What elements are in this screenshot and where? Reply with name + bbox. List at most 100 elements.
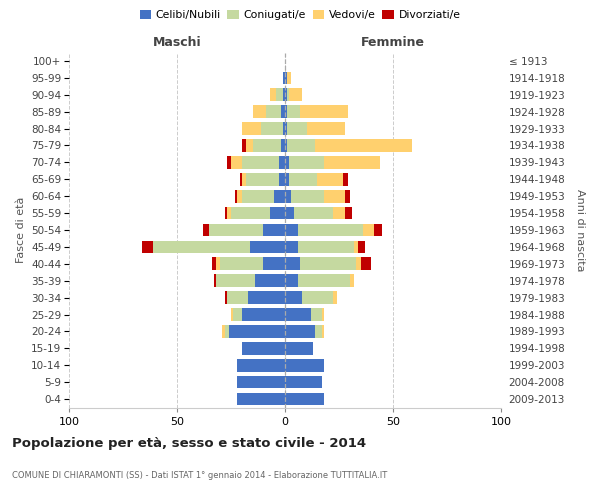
Text: COMUNE DI CHIARAMONTI (SS) - Dati ISTAT 1° gennaio 2014 - Elaborazione TUTTITALI: COMUNE DI CHIARAMONTI (SS) - Dati ISTAT … [12, 471, 387, 480]
Bar [281, 139, 285, 152]
Text: Maschi: Maschi [152, 36, 202, 49]
Bar [332, 292, 337, 304]
Bar [255, 274, 285, 287]
Bar [287, 72, 292, 84]
Bar [285, 72, 287, 84]
Bar [231, 207, 270, 220]
Bar [293, 207, 332, 220]
Bar [238, 359, 285, 372]
Bar [285, 88, 287, 101]
Bar [153, 240, 250, 253]
Bar [227, 292, 248, 304]
Bar [261, 122, 283, 135]
Bar [283, 122, 285, 135]
Bar [283, 88, 285, 101]
Bar [307, 122, 346, 135]
Bar [270, 88, 277, 101]
Bar [285, 190, 292, 202]
Bar [235, 190, 238, 202]
Bar [285, 274, 298, 287]
Bar [285, 156, 289, 168]
Bar [224, 292, 227, 304]
Y-axis label: Anni di nascita: Anni di nascita [575, 188, 585, 271]
Bar [354, 240, 358, 253]
Bar [285, 359, 324, 372]
Bar [229, 325, 285, 338]
Bar [224, 207, 227, 220]
Bar [346, 207, 352, 220]
Bar [278, 173, 285, 186]
Bar [289, 173, 317, 186]
Bar [242, 173, 246, 186]
Bar [214, 274, 216, 287]
Text: Femmine: Femmine [361, 36, 425, 49]
Bar [274, 190, 285, 202]
Bar [285, 122, 287, 135]
Bar [231, 308, 233, 321]
Bar [289, 156, 324, 168]
Bar [242, 156, 278, 168]
Bar [220, 258, 263, 270]
Bar [285, 240, 298, 253]
Bar [361, 258, 371, 270]
Bar [238, 190, 242, 202]
Bar [216, 274, 255, 287]
Bar [358, 240, 365, 253]
Bar [248, 292, 285, 304]
Bar [277, 88, 283, 101]
Bar [227, 156, 231, 168]
Bar [315, 325, 322, 338]
Bar [231, 156, 242, 168]
Bar [324, 190, 346, 202]
Bar [285, 106, 287, 118]
Bar [283, 72, 285, 84]
Bar [270, 207, 285, 220]
Bar [285, 173, 289, 186]
Bar [278, 156, 285, 168]
Bar [317, 173, 343, 186]
Text: Popolazione per età, sesso e stato civile - 2014: Popolazione per età, sesso e stato civil… [12, 438, 366, 450]
Y-axis label: Fasce di età: Fasce di età [16, 197, 26, 263]
Bar [324, 156, 380, 168]
Bar [285, 139, 287, 152]
Bar [209, 224, 263, 236]
Bar [322, 308, 324, 321]
Bar [356, 258, 361, 270]
Bar [281, 106, 285, 118]
Bar [263, 224, 285, 236]
Bar [285, 292, 302, 304]
Bar [363, 224, 374, 236]
Bar [285, 308, 311, 321]
Bar [203, 224, 209, 236]
Bar [300, 258, 356, 270]
Bar [216, 258, 220, 270]
Bar [242, 139, 246, 152]
Bar [253, 139, 281, 152]
Bar [263, 258, 285, 270]
Bar [285, 392, 324, 406]
Bar [285, 342, 313, 354]
Bar [223, 325, 224, 338]
Bar [285, 207, 293, 220]
Bar [285, 376, 322, 388]
Bar [332, 207, 346, 220]
Bar [253, 106, 266, 118]
Bar [242, 308, 285, 321]
Bar [350, 274, 354, 287]
Bar [238, 392, 285, 406]
Bar [233, 308, 242, 321]
Bar [142, 240, 153, 253]
Bar [212, 258, 216, 270]
Bar [250, 240, 285, 253]
Bar [298, 240, 354, 253]
Bar [246, 139, 253, 152]
Bar [227, 207, 231, 220]
Bar [302, 292, 332, 304]
Bar [238, 376, 285, 388]
Bar [287, 122, 307, 135]
Bar [242, 122, 261, 135]
Bar [287, 139, 315, 152]
Bar [242, 190, 274, 202]
Bar [224, 325, 229, 338]
Bar [311, 308, 322, 321]
